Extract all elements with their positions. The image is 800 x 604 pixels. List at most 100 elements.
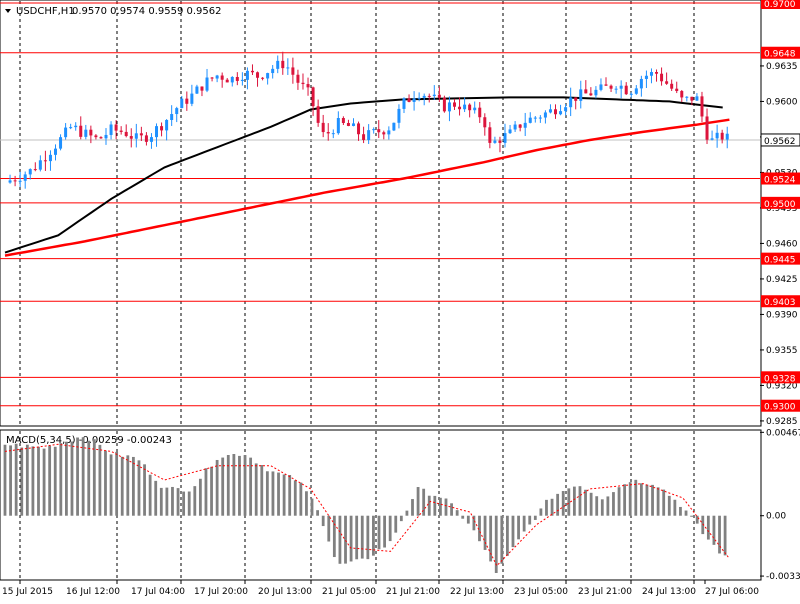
candle-body[interactable] bbox=[114, 124, 118, 131]
candle-body[interactable] bbox=[402, 98, 406, 109]
candle-body[interactable] bbox=[23, 174, 27, 181]
candle-body[interactable] bbox=[155, 126, 159, 138]
candle-body[interactable] bbox=[341, 118, 345, 123]
candle-body[interactable] bbox=[306, 84, 310, 88]
candle-body[interactable] bbox=[180, 98, 184, 109]
candle-body[interactable] bbox=[240, 79, 244, 81]
candle-body[interactable] bbox=[407, 98, 411, 102]
candle-body[interactable] bbox=[690, 96, 694, 101]
candle-body[interactable] bbox=[129, 136, 133, 139]
candle-body[interactable] bbox=[695, 96, 699, 101]
candle-body[interactable] bbox=[599, 84, 603, 90]
candle-body[interactable] bbox=[185, 98, 189, 104]
candle-body[interactable] bbox=[372, 129, 376, 131]
candle-body[interactable] bbox=[250, 70, 254, 73]
candle-body[interactable] bbox=[604, 84, 608, 86]
candle-body[interactable] bbox=[139, 133, 143, 136]
candle-body[interactable] bbox=[286, 67, 290, 69]
candle-body[interactable] bbox=[644, 75, 648, 79]
candle-body[interactable] bbox=[175, 108, 179, 115]
candle-body[interactable] bbox=[528, 117, 532, 123]
candle-body[interactable] bbox=[296, 74, 300, 83]
candle-body[interactable] bbox=[170, 114, 174, 120]
candle-body[interactable] bbox=[336, 118, 340, 134]
candle-body[interactable] bbox=[200, 86, 204, 91]
candle-body[interactable] bbox=[518, 124, 522, 128]
candle-body[interactable] bbox=[89, 129, 93, 136]
candle-body[interactable] bbox=[665, 81, 669, 84]
candle-body[interactable] bbox=[614, 88, 618, 90]
candle-body[interactable] bbox=[670, 83, 674, 89]
candle-body[interactable] bbox=[256, 72, 260, 78]
candle-body[interactable] bbox=[362, 134, 366, 140]
candle-body[interactable] bbox=[725, 133, 729, 140]
candle-body[interactable] bbox=[225, 79, 229, 83]
candle-body[interactable] bbox=[316, 106, 320, 123]
candle-body[interactable] bbox=[634, 88, 638, 94]
candle-body[interactable] bbox=[619, 85, 623, 89]
candle-body[interactable] bbox=[235, 76, 239, 81]
candle-body[interactable] bbox=[109, 124, 113, 135]
candle-body[interactable] bbox=[43, 160, 47, 162]
candle-body[interactable] bbox=[346, 122, 350, 126]
candle-body[interactable] bbox=[94, 135, 98, 138]
candle-body[interactable] bbox=[276, 60, 280, 69]
candle-body[interactable] bbox=[321, 122, 325, 133]
candle-body[interactable] bbox=[523, 122, 527, 128]
candle-body[interactable] bbox=[165, 119, 169, 131]
candle-body[interactable] bbox=[64, 127, 68, 138]
candle-body[interactable] bbox=[74, 125, 78, 128]
candle-body[interactable] bbox=[680, 91, 684, 98]
candle-body[interactable] bbox=[291, 67, 295, 75]
candle-body[interactable] bbox=[8, 180, 12, 183]
candle-body[interactable] bbox=[427, 95, 431, 97]
candle-body[interactable] bbox=[543, 112, 547, 118]
candle-body[interactable] bbox=[442, 97, 446, 112]
candle-body[interactable] bbox=[533, 117, 537, 119]
candle-body[interactable] bbox=[432, 94, 436, 97]
candle-body[interactable] bbox=[478, 107, 482, 118]
candle-body[interactable] bbox=[261, 77, 265, 79]
candle-body[interactable] bbox=[69, 127, 73, 129]
candle-body[interactable] bbox=[351, 123, 355, 126]
candle-body[interactable] bbox=[649, 72, 653, 76]
candle-body[interactable] bbox=[54, 148, 58, 155]
candle-body[interactable] bbox=[412, 98, 416, 102]
candle-body[interactable] bbox=[13, 180, 17, 182]
candle-body[interactable] bbox=[574, 97, 578, 101]
candle-body[interactable] bbox=[685, 96, 689, 98]
candle-body[interactable] bbox=[422, 95, 426, 98]
candle-body[interactable] bbox=[463, 104, 467, 110]
symbol-dropdown-icon[interactable] bbox=[5, 9, 11, 13]
candle-body[interactable] bbox=[473, 107, 477, 111]
candle-body[interactable] bbox=[301, 82, 305, 85]
candle-body[interactable] bbox=[594, 89, 598, 96]
candle-body[interactable] bbox=[508, 129, 512, 134]
candle-body[interactable] bbox=[458, 106, 462, 110]
candle-body[interactable] bbox=[149, 137, 153, 142]
candle-body[interactable] bbox=[468, 104, 472, 111]
candle-body[interactable] bbox=[215, 75, 219, 79]
candle-body[interactable] bbox=[190, 93, 194, 104]
candle-body[interactable] bbox=[417, 97, 421, 99]
candle-body[interactable] bbox=[655, 72, 659, 74]
candle-body[interactable] bbox=[205, 77, 209, 91]
candle-body[interactable] bbox=[79, 125, 83, 137]
candle-body[interactable] bbox=[513, 124, 517, 130]
candle-body[interactable] bbox=[564, 107, 568, 112]
candle-body[interactable] bbox=[609, 85, 613, 89]
candle-body[interactable] bbox=[554, 109, 558, 115]
candle-body[interactable] bbox=[720, 132, 724, 140]
candle-body[interactable] bbox=[326, 132, 330, 134]
candle-body[interactable] bbox=[134, 133, 138, 139]
candle-body[interactable] bbox=[715, 132, 719, 139]
candle-body[interactable] bbox=[367, 130, 371, 140]
candle-body[interactable] bbox=[392, 122, 396, 131]
candle-body[interactable] bbox=[579, 89, 583, 101]
candle-body[interactable] bbox=[160, 126, 164, 131]
candle-body[interactable] bbox=[639, 78, 643, 89]
candle-body[interactable] bbox=[18, 180, 22, 182]
candle-body[interactable] bbox=[119, 130, 123, 132]
